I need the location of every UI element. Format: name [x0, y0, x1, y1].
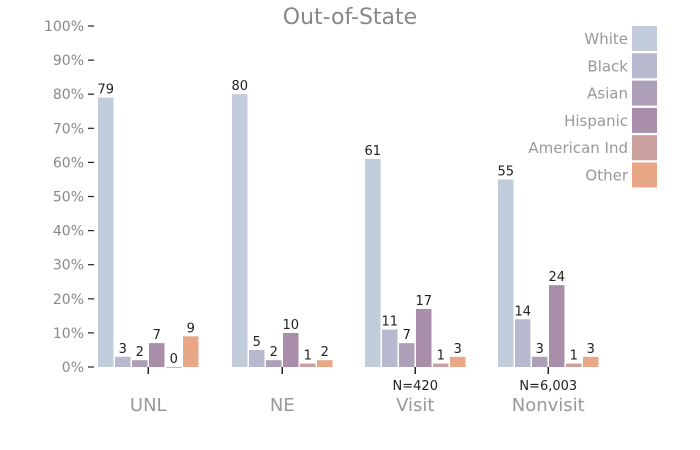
y-tick-label: 20%: [53, 292, 84, 308]
bar-asian: [532, 357, 548, 367]
bar-american-ind: [566, 364, 582, 367]
bar-value-label: 1: [304, 349, 312, 364]
category-note: N=6,003: [519, 379, 577, 394]
category-label: NE: [270, 395, 295, 416]
bar-value-label: 79: [97, 83, 114, 98]
legend-swatch: [632, 163, 657, 188]
category-note: N=420: [393, 379, 438, 394]
legend-swatch: [632, 53, 657, 78]
bar-other: [317, 360, 333, 367]
bar-value-label: 7: [153, 328, 161, 343]
bar-other: [183, 336, 199, 367]
bar-value-label: 24: [548, 270, 565, 285]
bar-american-ind: [433, 364, 449, 367]
bar-black: [515, 319, 531, 367]
y-tick-label: 100%: [44, 19, 84, 35]
bar-value-label: 14: [514, 304, 531, 319]
bar-value-label: 1: [570, 349, 578, 364]
bar-other: [450, 357, 466, 367]
bar-white: [232, 94, 248, 367]
bar-value-label: 61: [364, 144, 381, 159]
bar-value-label: 1: [437, 349, 445, 364]
bar-value-label: 55: [497, 164, 514, 179]
legend-label: American Ind: [528, 139, 628, 157]
bar-value-label: 2: [270, 345, 278, 360]
y-axis: 0% 10% 20% 30% 40% 50% 60% 70% 80% 90% 100%: [44, 19, 94, 376]
y-tick-label: 0%: [62, 360, 84, 376]
legend: White Black Asian Hispanic American Ind Other: [528, 26, 657, 188]
bar-value-label: 80: [231, 79, 248, 94]
bar-black: [249, 350, 265, 367]
bar-american-ind: [300, 364, 316, 367]
bar-value-label: 3: [536, 342, 544, 357]
bar-value-label: 3: [119, 342, 127, 357]
bar-value-label: 2: [136, 345, 144, 360]
bar-value-label: 9: [187, 321, 195, 336]
bar-value-label: 3: [587, 342, 595, 357]
bar-white: [98, 98, 114, 367]
bar-asian: [266, 360, 282, 367]
bar-value-label: 3: [454, 342, 462, 357]
y-tick-label: 60%: [53, 155, 84, 171]
bar-value-label: 0: [170, 352, 178, 367]
bar-white: [498, 179, 514, 367]
legend-swatch: [632, 81, 657, 106]
bar-hispanic: [416, 309, 432, 367]
y-tick-label: 10%: [53, 326, 84, 342]
bar-value-label: 11: [381, 314, 398, 329]
y-tick-label: 70%: [53, 121, 84, 137]
bar-value-label: 2: [321, 345, 329, 360]
legend-label: White: [584, 30, 628, 48]
legend-swatch: [632, 26, 657, 51]
category-label: Visit: [396, 395, 434, 416]
bar-value-label: 10: [282, 318, 299, 333]
bar-value-label: 17: [415, 294, 432, 309]
bar-hispanic: [283, 333, 299, 367]
y-tick-label: 30%: [53, 258, 84, 274]
bar-other: [583, 357, 599, 367]
y-tick-label: 90%: [53, 53, 84, 69]
legend-swatch: [632, 108, 657, 133]
bar-asian: [132, 360, 148, 367]
bar-value-label: 5: [253, 335, 261, 350]
y-tick-label: 40%: [53, 224, 84, 240]
bar-black: [115, 357, 131, 367]
y-tick-label: 80%: [53, 87, 84, 103]
bar-asian: [399, 343, 415, 367]
legend-label: Other: [585, 167, 628, 185]
legend-label: Asian: [587, 85, 628, 103]
bar-black: [382, 329, 398, 367]
legend-swatch: [632, 135, 657, 160]
bar-hispanic: [549, 285, 565, 367]
chart-title: Out-of-State: [283, 5, 417, 30]
bar-value-label: 7: [403, 328, 411, 343]
category-label: Nonvisit: [512, 395, 585, 416]
y-tick-label: 50%: [53, 190, 84, 206]
bar-hispanic: [149, 343, 165, 367]
legend-label: Hispanic: [564, 112, 628, 130]
bar-white: [365, 159, 381, 367]
bar-american-ind: [166, 367, 182, 368]
category-label: UNL: [130, 395, 167, 416]
legend-label: Black: [587, 57, 628, 75]
